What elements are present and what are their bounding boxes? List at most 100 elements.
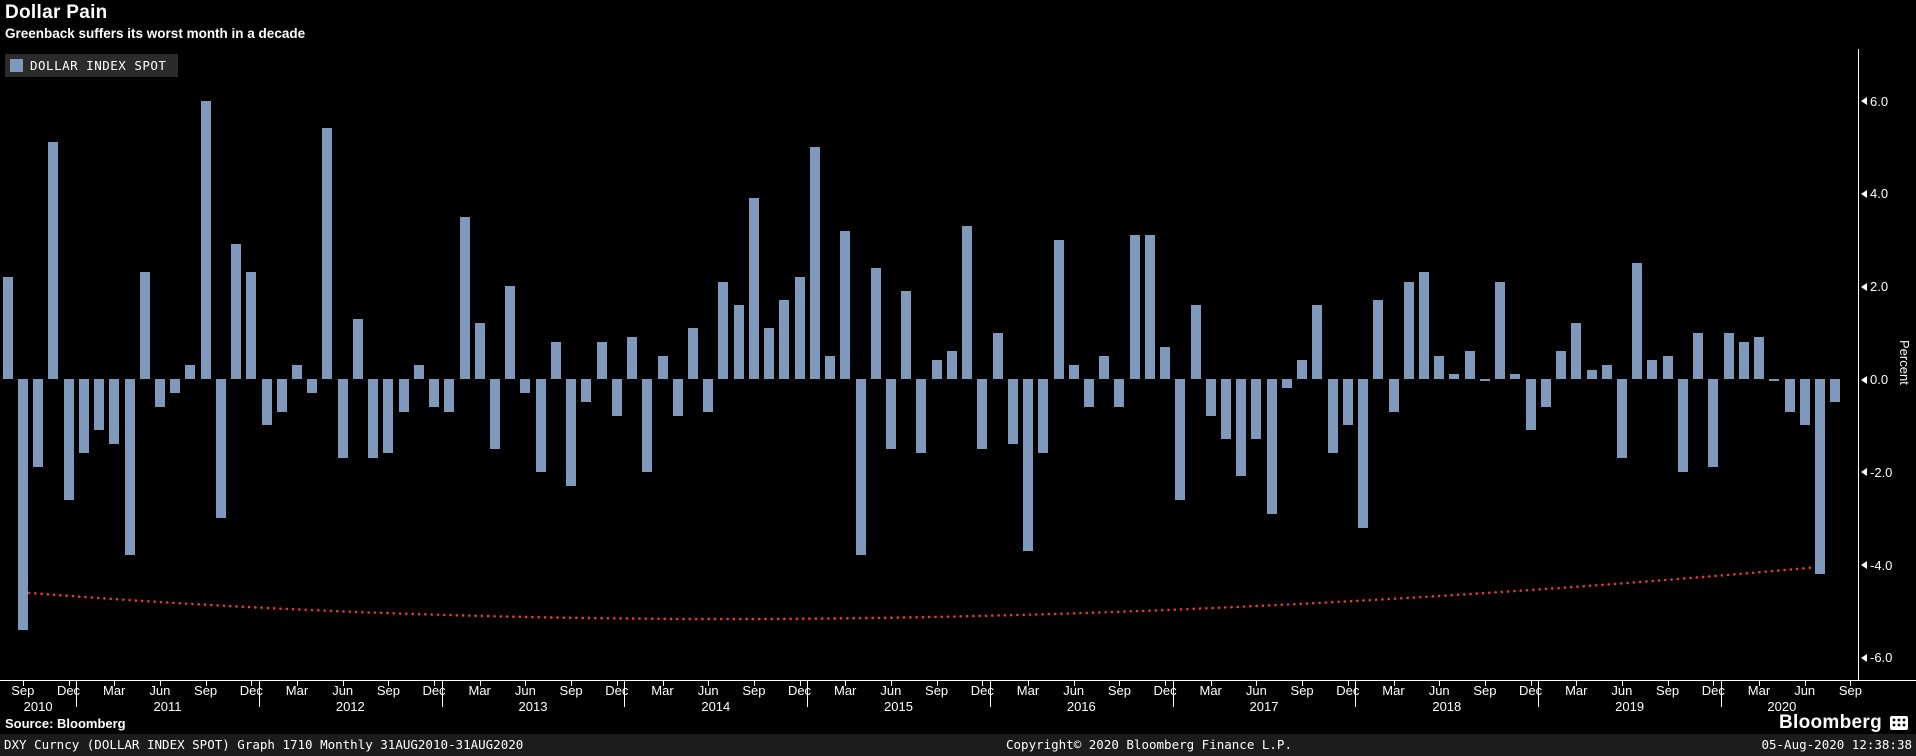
bar-2012-06	[337, 379, 348, 458]
bar-2017-04	[1221, 379, 1231, 440]
x-tick-label: Sep	[925, 683, 949, 698]
bar-2015-06	[885, 379, 896, 449]
year-separator-tick	[624, 681, 626, 707]
x-tick-mark	[799, 681, 801, 686]
year-label: 2012	[335, 699, 365, 714]
x-tick-mark	[936, 681, 938, 686]
x-tick-mark	[22, 681, 24, 686]
x-tick-mark	[434, 681, 435, 686]
bar-2010-12	[63, 379, 74, 500]
bar-2016-10	[1129, 235, 1140, 379]
bar-2017-10	[1312, 304, 1323, 379]
x-tick-label: Mar	[285, 683, 309, 698]
bar-2011-03	[109, 379, 120, 444]
bar-2013-01	[444, 379, 455, 412]
bar-2017-09	[1297, 360, 1308, 379]
x-tick-mark	[1804, 681, 1806, 686]
x-tick-mark	[1484, 681, 1486, 686]
bar-2016-07	[1083, 379, 1094, 407]
bar-2018-01	[1358, 379, 1368, 528]
x-tick-mark	[297, 681, 298, 686]
bar-2011-04	[124, 379, 135, 556]
x-tick-label: Sep	[1473, 683, 1497, 698]
bar-2011-12	[246, 272, 257, 379]
bar-2013-04	[490, 379, 500, 449]
bar-2015-05	[870, 267, 881, 379]
bar-2012-09	[383, 379, 394, 454]
bar-2018-05	[1419, 272, 1429, 379]
x-tick-mark	[205, 681, 207, 686]
bar-2011-06	[154, 379, 165, 407]
bar-2010-11	[48, 142, 59, 379]
bar-2013-06	[520, 379, 531, 393]
bar-2016-08	[1099, 355, 1110, 379]
bar-2013-09	[566, 379, 577, 486]
bar-2012-08	[368, 379, 379, 458]
bar-2010-08	[2, 276, 13, 379]
x-tick-mark	[342, 681, 344, 686]
bar-2017-06	[1251, 379, 1262, 440]
bar-2019-03	[1571, 323, 1582, 379]
bar-2014-08	[733, 304, 744, 379]
bar-2011-05	[139, 272, 150, 379]
bar-2014-04	[672, 379, 683, 417]
status-ticker-info: DXY Curncy (DOLLAR INDEX SPOT) Graph 171…	[4, 737, 524, 752]
bar-2011-10	[215, 379, 226, 519]
bar-2019-04	[1586, 369, 1597, 379]
x-tick-label: Sep	[1107, 683, 1131, 698]
bar-2014-07	[718, 281, 729, 379]
bar-2018-03	[1388, 379, 1399, 412]
x-tick-label: Sep	[194, 683, 218, 698]
x-tick-label: Mar	[1199, 683, 1222, 698]
status-copyright: Copyright© 2020 Bloomberg Finance L.P.	[1006, 737, 1292, 752]
year-separator-tick	[807, 681, 809, 707]
legend-label: DOLLAR INDEX SPOT	[30, 58, 167, 73]
bar-2013-10	[581, 379, 592, 403]
x-tick-mark	[1850, 681, 1852, 686]
bar-2017-02	[1190, 304, 1201, 379]
year-separator-tick	[1720, 681, 1722, 707]
bar-2015-01	[809, 147, 820, 379]
x-tick-mark	[1165, 681, 1167, 686]
bar-2018-08	[1464, 351, 1475, 379]
year-separator-tick	[1172, 681, 1174, 707]
bar-2015-02	[825, 355, 835, 379]
x-tick-mark	[616, 681, 618, 686]
bar-2017-07	[1266, 379, 1277, 514]
bar-2014-01	[627, 337, 637, 379]
bar-2011-11	[231, 244, 242, 379]
bar-2016-02	[1007, 379, 1018, 444]
bar-2011-08	[185, 365, 196, 379]
x-tick-mark	[571, 681, 573, 686]
bar-2014-11	[779, 300, 790, 379]
x-tick-mark	[1028, 681, 1029, 686]
bar-2019-02	[1556, 351, 1566, 379]
x-tick-label: Dec	[1701, 683, 1725, 698]
bar-2017-08	[1281, 379, 1292, 389]
x-tick-mark	[1713, 681, 1715, 686]
bar-2015-08	[916, 379, 927, 454]
bar-2014-03	[657, 355, 668, 379]
bar-2012-12	[429, 379, 439, 407]
year-separator-tick	[1538, 681, 1540, 707]
y-tick-2.0: 2.0	[1861, 279, 1888, 294]
bar-2019-12	[1708, 379, 1719, 468]
bar-2018-07	[1449, 374, 1460, 379]
bar-2017-01	[1175, 379, 1186, 500]
x-tick-mark	[251, 681, 253, 686]
x-tick-mark	[479, 681, 481, 686]
bar-2017-11	[1327, 379, 1338, 454]
y-tick--6.0: -6.0	[1861, 650, 1892, 665]
x-tick-label: Sep	[559, 683, 583, 698]
bar-2013-05	[505, 286, 516, 379]
x-tick-label: Dec	[239, 683, 263, 698]
bar-2016-05	[1053, 239, 1064, 379]
x-tick-label: Sep	[376, 683, 400, 698]
x-tick-mark	[1393, 681, 1395, 686]
x-tick-mark	[753, 681, 755, 686]
y-tick-arrow-icon	[1861, 468, 1867, 477]
x-tick-label: Dec	[56, 683, 81, 698]
x-tick-mark	[1621, 681, 1623, 686]
plot-area[interactable]	[0, 49, 1858, 680]
x-tick-mark	[890, 681, 892, 686]
